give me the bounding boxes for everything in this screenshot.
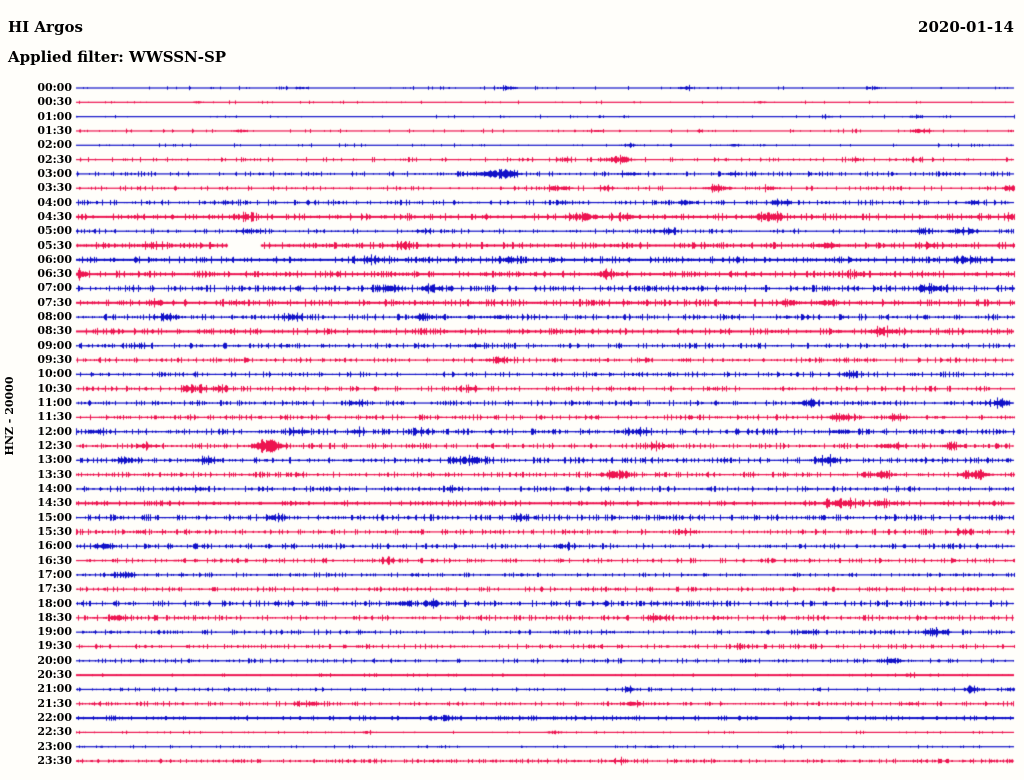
row-time-label: 11:30 bbox=[37, 410, 72, 424]
row-time-label: 14:00 bbox=[37, 481, 72, 495]
row-time-label: 17:30 bbox=[37, 582, 72, 596]
row-time-label: 11:00 bbox=[37, 396, 72, 410]
row-time-label: 15:30 bbox=[37, 524, 72, 538]
row-time-label: 04:00 bbox=[37, 195, 72, 209]
row-time-label: 23:00 bbox=[37, 739, 72, 753]
row-time-label: 13:30 bbox=[37, 467, 72, 481]
row-time-label: 10:30 bbox=[37, 381, 72, 395]
row-time-label: 03:00 bbox=[37, 166, 72, 180]
row-time-label: 16:00 bbox=[37, 539, 72, 553]
row-time-label: 07:30 bbox=[37, 295, 72, 309]
row-time-label: 17:00 bbox=[37, 567, 72, 581]
row-time-label: 09:30 bbox=[37, 353, 72, 367]
row-time-label: 06:30 bbox=[37, 267, 72, 281]
row-time-label: 05:30 bbox=[37, 238, 72, 252]
row-time-label: 18:30 bbox=[37, 610, 72, 624]
row-time-label: 16:30 bbox=[37, 553, 72, 567]
row-time-label: 23:30 bbox=[37, 754, 72, 768]
row-time-label: 12:30 bbox=[37, 439, 72, 452]
row-time-label: 18:00 bbox=[37, 596, 72, 610]
row-time-label: 00:00 bbox=[37, 81, 72, 94]
row-time-label: 00:30 bbox=[37, 95, 72, 109]
row-time-label: 10:00 bbox=[37, 367, 72, 381]
row-time-label: 19:00 bbox=[37, 625, 72, 639]
row-time-label: 07:00 bbox=[37, 281, 72, 295]
row-time-label: 22:30 bbox=[37, 725, 72, 739]
row-time-label: 14:30 bbox=[37, 496, 72, 510]
row-time-label: 01:00 bbox=[37, 109, 72, 123]
row-time-label: 05:00 bbox=[37, 224, 72, 238]
row-time-label: 01:30 bbox=[37, 123, 72, 137]
row-time-label: 03:30 bbox=[37, 181, 72, 195]
row-time-label: 02:30 bbox=[37, 152, 72, 166]
row-time-label: 12:00 bbox=[37, 424, 72, 438]
row-time-label: 04:30 bbox=[37, 209, 72, 223]
row-time-label: 21:30 bbox=[37, 696, 72, 710]
row-time-label: 19:30 bbox=[37, 639, 72, 653]
row-time-label: 20:30 bbox=[37, 668, 72, 682]
row-time-label: 06:00 bbox=[37, 252, 72, 266]
row-time-label: 20:00 bbox=[37, 653, 72, 667]
row-time-label: 09:00 bbox=[37, 338, 72, 352]
row-time-label: 08:30 bbox=[37, 324, 72, 338]
row-time-label: 21:00 bbox=[37, 682, 72, 696]
row-time-label: 15:00 bbox=[37, 510, 72, 524]
row-time-label: 02:00 bbox=[37, 138, 72, 152]
row-time-label: 08:00 bbox=[37, 310, 72, 324]
row-time-label: 22:00 bbox=[37, 711, 72, 725]
row-time-label: 13:00 bbox=[37, 453, 72, 467]
